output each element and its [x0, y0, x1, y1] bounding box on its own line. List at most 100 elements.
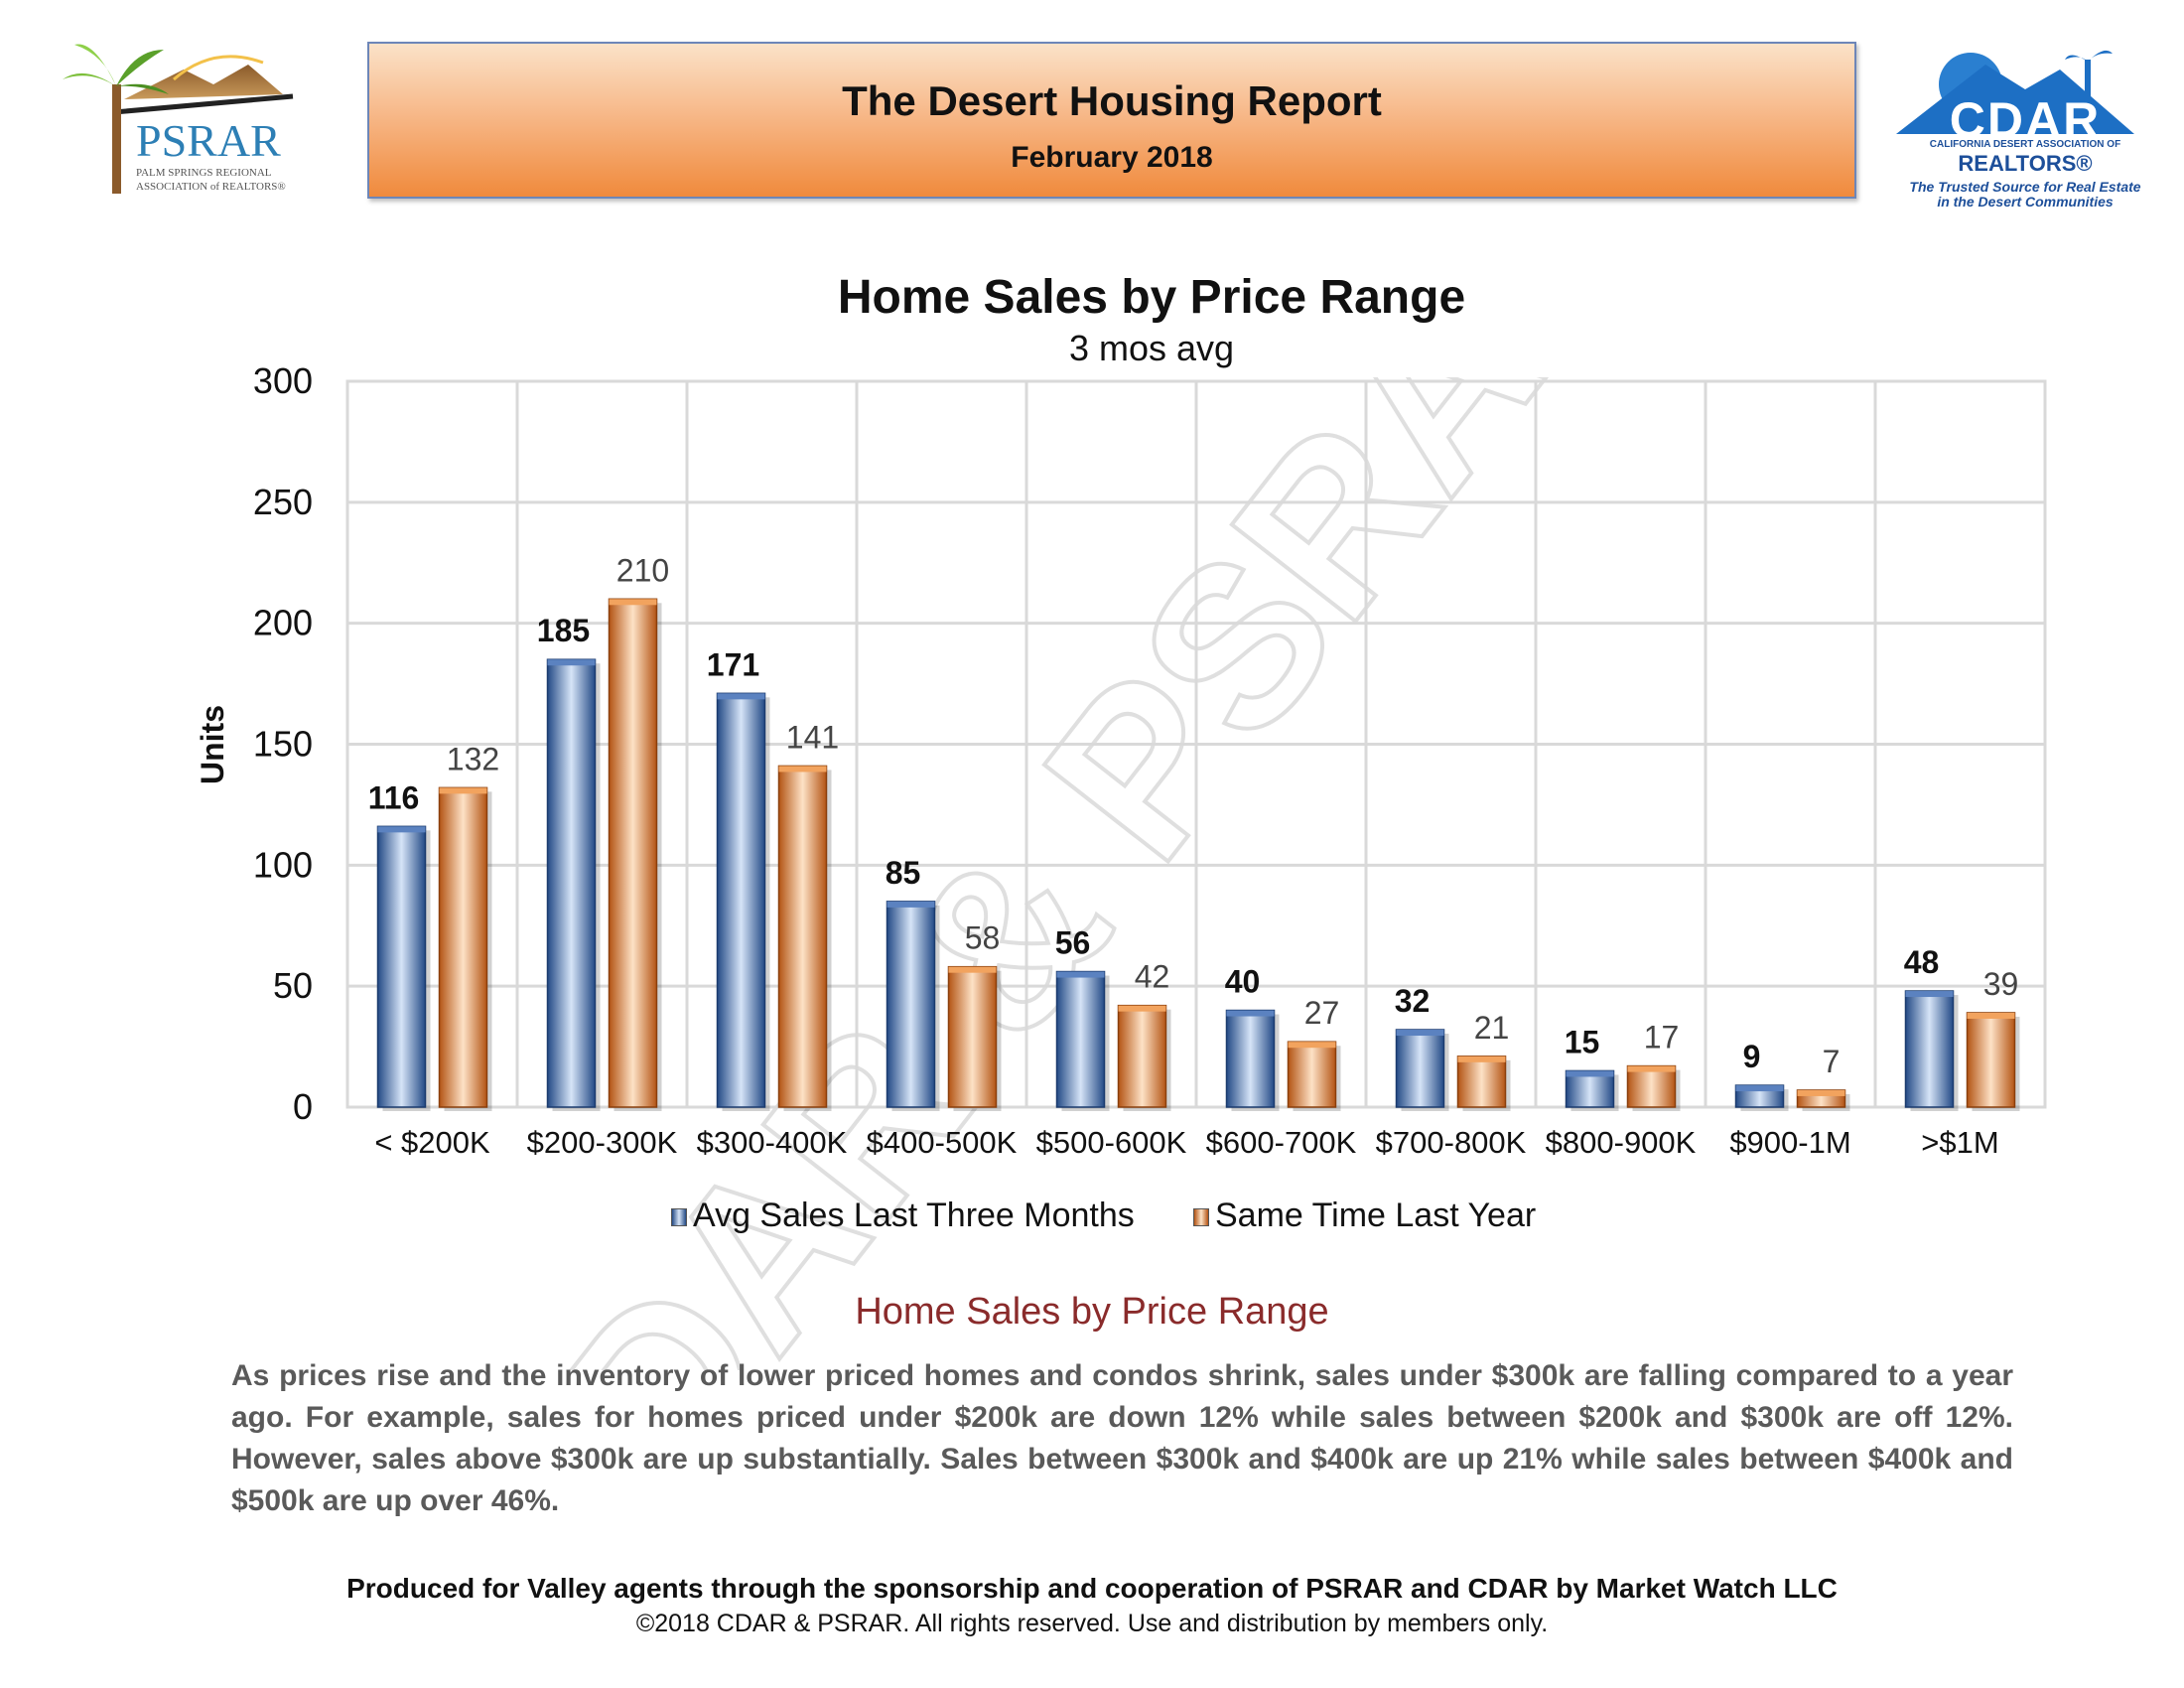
bar-cap [887, 901, 935, 908]
data-label-avg-sales: 32 [1395, 983, 1431, 1019]
bar-cap [948, 966, 997, 973]
y-tick-label: 50 [273, 965, 313, 1006]
bar-cap [1118, 1005, 1166, 1012]
legend-swatch-orange [1193, 1208, 1209, 1227]
data-label-last-year: 21 [1474, 1010, 1510, 1046]
bar-cap [1905, 991, 1954, 998]
bar-cap [1627, 1065, 1676, 1072]
chart-subtitle: 3 mos avg [1068, 328, 1235, 368]
x-tick-label: $400-500K [867, 1125, 1018, 1160]
bar-last-year [947, 965, 998, 1108]
cdar-logo-line1: CALIFORNIA DESERT ASSOCIATION OF [1929, 139, 2121, 150]
psrar-logo: PSRAR PALM SPRINGS REGIONAL ASSOCIATION … [55, 25, 342, 199]
data-label-last-year: 42 [1135, 959, 1170, 995]
legend-item-avg-sales: Avg Sales Last Three Months [671, 1196, 1135, 1235]
bar-last-year [1287, 1041, 1337, 1108]
x-tick-label: $800-900K [1546, 1125, 1697, 1160]
bar-cap [1735, 1085, 1784, 1092]
cdar-logo: CDAR CALIFORNIA DESERT ASSOCIATION OF RE… [1876, 30, 2174, 210]
y-tick-label: 0 [293, 1086, 313, 1127]
bar-cap [1226, 1010, 1275, 1017]
bar-cap [377, 826, 426, 833]
bar-last-year [1117, 1004, 1167, 1108]
bar-chart: 0 50 100 150 200 250 300 < $200K 116 132 $200-300K… [195, 360, 2047, 1160]
bar-last-year [777, 765, 828, 1108]
legend-label-avg-sales: Avg Sales Last Three Months [693, 1196, 1135, 1234]
data-label-last-year: 17 [1644, 1020, 1680, 1055]
data-label-last-year: 39 [1983, 966, 2019, 1002]
x-tick-label: >$1M [1921, 1125, 1998, 1160]
y-tick-label: 150 [253, 724, 313, 765]
x-tick-label: $300-400K [697, 1125, 848, 1160]
bar-cap [609, 599, 657, 606]
data-label-last-year: 141 [786, 719, 839, 755]
bar-avg-sales [1904, 990, 1955, 1108]
x-tick-label: $900-1M [1729, 1125, 1850, 1160]
x-tick-label: $600-700K [1206, 1125, 1357, 1160]
data-label-last-year: 132 [447, 741, 499, 776]
bar-cap [1797, 1089, 1845, 1096]
legend-label-last-year: Same Time Last Year [1215, 1196, 1537, 1234]
x-tick-label: $200-300K [527, 1125, 678, 1160]
data-label-avg-sales: 9 [1743, 1039, 1761, 1074]
data-label-last-year: 7 [1823, 1044, 1841, 1079]
bar-last-year [1626, 1064, 1677, 1108]
psrar-logo-line1: PALM SPRINGS REGIONAL [136, 167, 272, 179]
bar-cap [717, 693, 765, 700]
x-tick-label: $700-800K [1376, 1125, 1527, 1160]
palm-tree-icon [63, 44, 294, 194]
bar-cap [1566, 1070, 1614, 1077]
bar-cap [1288, 1042, 1336, 1049]
bar-avg-sales [1055, 970, 1106, 1108]
data-label-avg-sales: 85 [886, 855, 921, 891]
y-tick-label: 100 [253, 844, 313, 885]
psrar-logo-line2: ASSOCIATION of REALTORS® [136, 181, 286, 193]
commentary-title: Home Sales by Price Range [855, 1291, 1329, 1333]
y-tick-label: 200 [253, 603, 313, 643]
bar-cap [1967, 1012, 2015, 1019]
data-label-avg-sales: 15 [1565, 1024, 1600, 1059]
y-tick-label: 250 [253, 482, 313, 522]
bar-last-year [608, 598, 658, 1108]
cdar-tagline-1: The Trusted Source for Real Estate [1909, 179, 2141, 195]
bar-cap [547, 659, 596, 666]
legend-item-last-year: Same Time Last Year [1193, 1196, 1536, 1235]
bar-avg-sales [1565, 1069, 1615, 1108]
data-label-last-year: 210 [616, 552, 669, 588]
x-tick-label: $500-600K [1036, 1125, 1187, 1160]
footer-copyright: ©2018 CDAR & PSRAR. All rights reserved.… [635, 1610, 1549, 1637]
data-label-avg-sales: 185 [537, 613, 590, 648]
bar-cap [1056, 971, 1105, 978]
bar-cap [439, 787, 487, 794]
cdar-tagline-2: in the Desert Communities [1937, 194, 2114, 210]
x-tick-label: < $200K [374, 1125, 490, 1160]
bar-cap [1457, 1055, 1506, 1062]
data-label-avg-sales: 48 [1904, 944, 1940, 980]
bar-avg-sales [886, 901, 936, 1108]
chart-title: Home Sales by Price Range [837, 271, 1466, 324]
bar-avg-sales [546, 658, 597, 1108]
data-label-avg-sales: 116 [368, 779, 420, 815]
data-label-last-year: 58 [965, 920, 1001, 956]
footer-credit: Produced for Valley agents through the s… [346, 1573, 1838, 1604]
psrar-logo-name: PSRAR [136, 115, 281, 166]
bar-last-year [438, 786, 488, 1108]
report-header-banner: The Desert Housing Report February 2018 [367, 42, 1856, 199]
y-tick-label: 300 [253, 360, 313, 401]
data-label-avg-sales: 171 [707, 646, 759, 682]
bar-last-year [1966, 1012, 2016, 1108]
commentary-text: As prices rise and the inventory of lowe… [231, 1359, 2013, 1517]
bar-cap [1396, 1030, 1444, 1037]
data-label-avg-sales: 56 [1055, 925, 1091, 961]
data-label-last-year: 27 [1304, 995, 1340, 1031]
bar-avg-sales [376, 825, 427, 1108]
cdar-logo-line2: REALTORS® [1958, 151, 2093, 176]
chart-legend: Avg Sales Last Three Months Same Time La… [0, 1196, 2184, 1246]
report-title: The Desert Housing Report [842, 77, 1382, 124]
bar-cap [778, 766, 827, 773]
bar-avg-sales [716, 692, 766, 1108]
bar-last-year [1456, 1055, 1507, 1108]
mountain-icon [1896, 50, 2134, 134]
legend-swatch-blue [671, 1208, 687, 1227]
bar-avg-sales [1225, 1009, 1276, 1108]
